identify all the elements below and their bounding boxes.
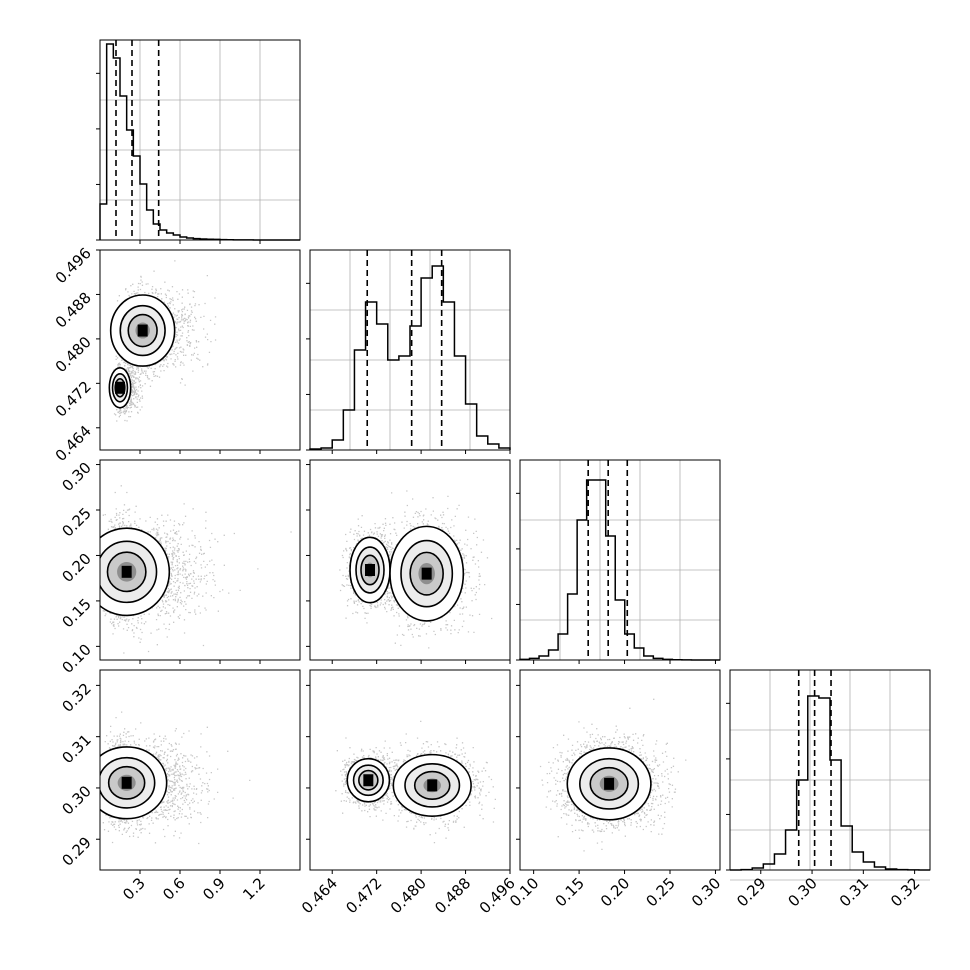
x-tick-label: 0.25 [642,874,678,910]
histogram-series [730,695,930,871]
x-tick-label: 0.472 [342,874,385,917]
joint-content [339,490,493,660]
density-peak [137,324,148,337]
joint-panel-2-1 [306,459,511,664]
histogram-panel-2 [516,459,721,671]
joint-content [100,711,251,845]
x-tick-label: 0.30 [785,874,821,910]
density-peak [115,381,125,394]
x-tick-label: 0.488 [431,874,474,917]
panel-frame [309,249,511,451]
panel-frame [99,39,301,241]
histogram-panel-3 [726,669,931,881]
panel-frame [309,669,511,871]
joint-panel-3-1 [306,669,511,874]
x-tick-label: 0.29 [733,874,769,910]
y-tick-label: 0.29 [58,833,94,869]
y-tick-label: 0.25 [58,504,94,540]
panel-frame [99,459,301,661]
y-tick-label: 0.480 [52,333,95,376]
y-tick-label: 0.32 [58,679,94,715]
x-tick-label: 0.10 [506,874,542,910]
x-tick-label: 0.15 [552,874,588,910]
density-peak [427,779,438,792]
histogram-series [99,43,300,241]
y-tick-label: 0.15 [58,595,94,631]
y-tick-label: 0.30 [58,782,94,818]
panel-frame [519,459,721,661]
histogram-panel-1 [306,249,511,461]
panel-frame [729,669,931,871]
x-tick-label: 0.3 [119,874,149,904]
joint-content [108,260,217,422]
x-tick-label: 0.31 [836,874,872,910]
x-tick-label: 0.30 [688,874,724,910]
density-peak [421,567,432,580]
y-tick-label: 0.496 [52,244,95,287]
y-tick-label: 0.472 [52,377,95,420]
x-tick-label: 0.20 [597,874,633,910]
panel-frame [519,669,721,871]
panel-frame [309,459,511,661]
panel-frame [99,669,301,871]
density-peak [121,776,132,789]
joint-content [100,485,292,654]
joint-panel-1-0 [96,249,301,454]
y-tick-label: 0.20 [58,550,94,586]
histogram-panel-0 [96,39,301,251]
histogram-series [309,265,511,450]
y-tick-label: 0.10 [58,640,94,676]
x-tick-label: 0.480 [387,874,430,917]
y-tick-label: 0.464 [52,422,95,465]
joint-content [335,720,496,844]
x-tick-label: 0.464 [298,874,341,917]
x-tick-label: 0.9 [199,874,229,904]
y-tick-label: 0.31 [58,731,94,767]
panel-frame [99,249,301,451]
joint-content [539,698,687,852]
x-tick-label: 0.6 [159,874,189,904]
density-peak [121,565,132,578]
density-peak [604,777,615,790]
y-tick-label: 0.488 [52,289,95,332]
x-tick-label: 0.32 [887,874,923,910]
density-peak [363,774,374,787]
joint-panel-3-0 [96,669,301,874]
density-peak [365,564,375,576]
x-tick-label: 1.2 [239,874,269,904]
joint-panel-3-2 [516,669,721,874]
joint-panel-2-0 [96,459,301,664]
